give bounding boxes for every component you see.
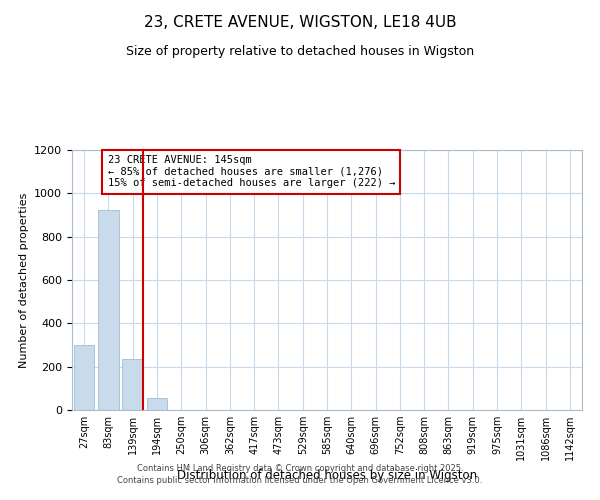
Bar [146,398,167,410]
X-axis label: Distribution of detached houses by size in Wigston: Distribution of detached houses by size … [177,468,477,481]
Text: Size of property relative to detached houses in Wigston: Size of property relative to detached ho… [126,45,474,58]
Bar [74,345,94,410]
Bar [98,210,119,410]
Text: 23 CRETE AVENUE: 145sqm
← 85% of detached houses are smaller (1,276)
15% of semi: 23 CRETE AVENUE: 145sqm ← 85% of detache… [108,155,395,188]
Text: Contains HM Land Registry data © Crown copyright and database right 2025.
Contai: Contains HM Land Registry data © Crown c… [118,464,482,485]
Text: 23, CRETE AVENUE, WIGSTON, LE18 4UB: 23, CRETE AVENUE, WIGSTON, LE18 4UB [143,15,457,30]
Bar [122,359,143,410]
Y-axis label: Number of detached properties: Number of detached properties [19,192,29,368]
